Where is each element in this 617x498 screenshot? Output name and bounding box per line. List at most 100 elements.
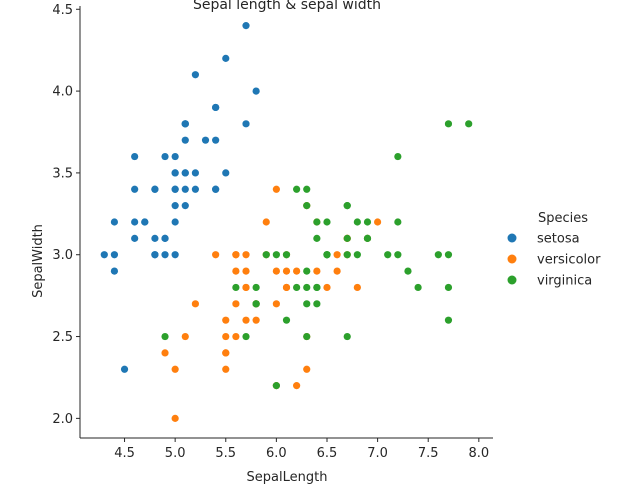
data-point-setosa xyxy=(161,152,169,161)
data-point-virginica xyxy=(434,251,442,259)
data-point-setosa xyxy=(171,218,179,226)
data-point-setosa xyxy=(141,218,149,226)
data-point-virginica xyxy=(303,202,311,210)
legend-title: Species xyxy=(538,211,588,226)
x-tick-label: 7.0 xyxy=(367,446,388,461)
data-points xyxy=(100,22,473,422)
data-point-setosa xyxy=(171,185,179,193)
data-point-virginica xyxy=(252,283,260,292)
data-point-setosa xyxy=(171,202,179,210)
x-tick-label: 6.5 xyxy=(317,446,338,461)
data-point-setosa xyxy=(181,169,189,177)
data-point-setosa xyxy=(212,185,220,193)
data-point-versicolor xyxy=(232,300,240,308)
data-point-versicolor xyxy=(313,267,321,275)
data-point-virginica xyxy=(323,251,331,259)
data-point-versicolor xyxy=(282,283,291,292)
data-point-setosa xyxy=(161,234,169,242)
x-tick-label: 8.0 xyxy=(468,446,489,461)
data-point-setosa xyxy=(151,251,159,259)
y-tick-label: 4.0 xyxy=(52,85,73,100)
data-point-setosa xyxy=(131,185,139,193)
data-point-setosa xyxy=(181,120,189,128)
data-point-setosa xyxy=(181,202,189,210)
data-point-versicolor xyxy=(181,332,189,341)
data-point-setosa xyxy=(181,185,189,193)
data-point-versicolor xyxy=(171,365,179,373)
data-point-versicolor xyxy=(222,349,230,357)
x-tick-label: 5.5 xyxy=(215,446,236,461)
data-point-versicolor xyxy=(333,267,341,275)
x-tick-label: 5.0 xyxy=(165,446,186,461)
data-point-versicolor xyxy=(272,185,280,193)
data-point-virginica xyxy=(363,218,372,226)
data-point-virginica xyxy=(343,332,351,341)
data-point-virginica xyxy=(394,251,402,259)
data-point-versicolor xyxy=(293,382,301,390)
data-point-setosa xyxy=(191,71,199,79)
data-point-virginica xyxy=(303,332,311,341)
data-point-versicolor xyxy=(191,300,199,308)
data-point-virginica xyxy=(444,316,453,324)
data-point-setosa xyxy=(171,251,179,259)
y-axis-ticks: 2.0 2.5 3.0 3.5 4.0 4.5 xyxy=(52,3,80,427)
data-point-versicolor xyxy=(232,332,240,341)
data-point-setosa xyxy=(100,251,108,259)
data-point-setosa xyxy=(242,22,250,30)
data-point-virginica xyxy=(394,218,402,226)
data-point-virginica xyxy=(303,267,311,275)
data-point-versicolor xyxy=(353,283,361,292)
data-point-setosa xyxy=(131,234,139,242)
data-point-virginica xyxy=(313,218,321,226)
data-point-setosa xyxy=(131,218,139,226)
data-point-versicolor xyxy=(293,267,301,275)
data-point-setosa xyxy=(110,251,119,259)
legend-label-versicolor: versicolor xyxy=(537,253,601,268)
data-point-virginica xyxy=(343,234,351,242)
x-axis-ticks: 4.5 5.0 5.5 6.0 6.5 7.0 7.5 8.0 xyxy=(114,438,489,461)
data-point-virginica xyxy=(465,120,473,128)
data-point-versicolor xyxy=(232,251,240,259)
data-point-versicolor xyxy=(252,316,260,324)
data-point-virginica xyxy=(394,152,402,161)
data-point-virginica xyxy=(272,251,280,259)
data-point-virginica xyxy=(444,251,453,259)
data-point-versicolor xyxy=(242,283,250,292)
data-point-versicolor xyxy=(323,283,331,292)
data-point-versicolor xyxy=(222,365,230,373)
data-point-setosa xyxy=(201,136,210,144)
x-tick-label: 4.5 xyxy=(114,446,135,461)
data-point-setosa xyxy=(222,169,230,177)
data-point-versicolor xyxy=(171,414,179,422)
data-point-versicolor xyxy=(242,316,250,324)
data-point-setosa xyxy=(120,365,129,373)
data-point-versicolor xyxy=(282,267,291,275)
data-point-virginica xyxy=(363,234,372,242)
data-point-virginica xyxy=(293,283,301,292)
legend-marker-setosa xyxy=(507,233,517,243)
data-point-versicolor xyxy=(212,251,220,259)
legend: Species setosa versicolor virginica xyxy=(507,211,601,289)
data-point-virginica xyxy=(303,300,311,308)
x-tick-label: 6.0 xyxy=(266,446,287,461)
data-point-setosa xyxy=(110,218,119,226)
data-point-virginica xyxy=(303,283,311,292)
y-tick-label: 2.5 xyxy=(52,330,73,345)
data-point-versicolor xyxy=(242,267,250,275)
data-point-virginica xyxy=(444,120,453,128)
data-point-virginica xyxy=(353,218,361,226)
data-point-versicolor xyxy=(222,332,230,341)
data-point-virginica xyxy=(282,251,291,259)
y-axis-label: SepalWidth xyxy=(31,224,46,298)
data-point-setosa xyxy=(191,185,199,193)
data-point-virginica xyxy=(272,382,280,390)
data-point-virginica xyxy=(232,283,240,292)
data-point-virginica xyxy=(384,251,392,259)
legend-marker-versicolor xyxy=(507,254,517,264)
data-point-virginica xyxy=(252,300,260,308)
data-point-versicolor xyxy=(222,316,230,324)
data-point-versicolor xyxy=(272,300,280,308)
data-point-versicolor xyxy=(242,251,250,259)
x-axis-label: SepalLength xyxy=(247,470,328,485)
y-tick-label: 3.5 xyxy=(52,166,73,181)
